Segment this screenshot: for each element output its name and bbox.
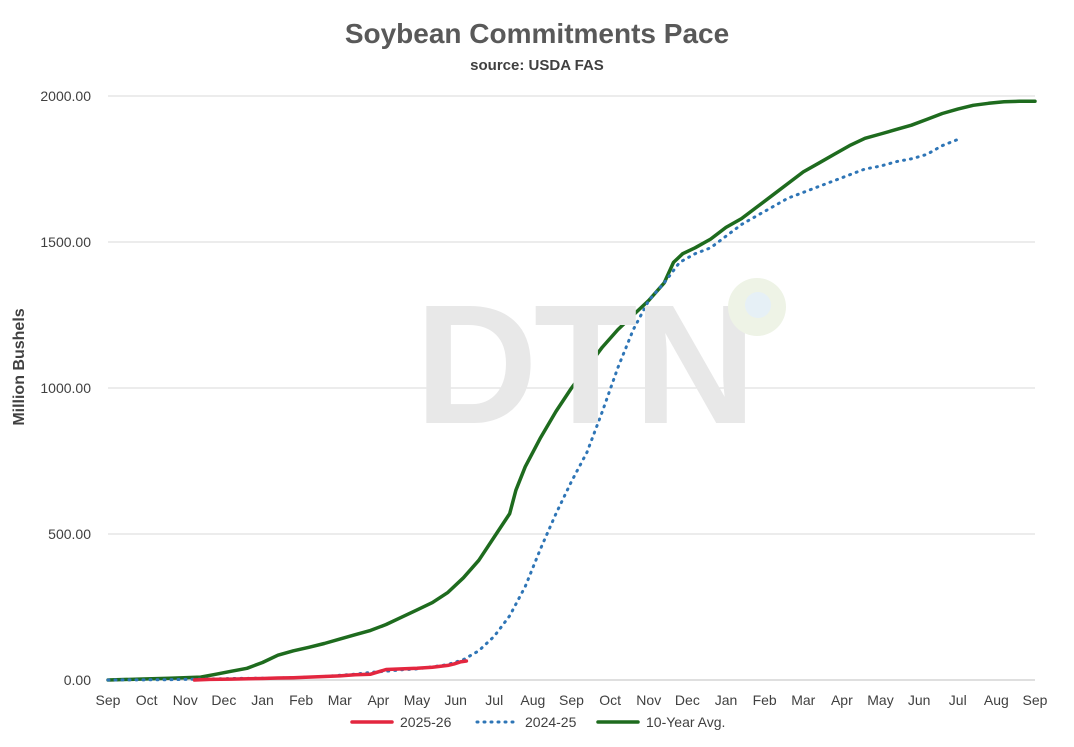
x-tick-label: Nov bbox=[636, 692, 661, 708]
watermark-dot-inner-icon bbox=[745, 292, 771, 318]
x-tick-label: Apr bbox=[831, 692, 853, 708]
chart-title: Soybean Commitments Pace bbox=[344, 18, 730, 49]
x-tick-label: Jul bbox=[949, 692, 967, 708]
y-tick-label: 500.00 bbox=[48, 526, 91, 542]
chart-subtitle: source: USDA FAS bbox=[470, 57, 604, 74]
x-tick-label: Dec bbox=[675, 692, 700, 708]
x-tick-label: Feb bbox=[289, 692, 313, 708]
series-line-2025-26 bbox=[192, 659, 469, 682]
x-tick-label: Feb bbox=[753, 692, 777, 708]
x-tick-label: Aug bbox=[520, 692, 545, 708]
x-tick-label: Apr bbox=[367, 692, 389, 708]
y-tick-label: 1500.00 bbox=[40, 234, 91, 250]
x-tick-label: Dec bbox=[211, 692, 236, 708]
y-tick-label: 2000.00 bbox=[40, 88, 91, 104]
x-tick-label: Jan bbox=[715, 692, 738, 708]
legend-label: 2025-26 bbox=[400, 714, 452, 730]
x-tick-label: Jan bbox=[251, 692, 274, 708]
x-tick-label: Sep bbox=[1023, 692, 1048, 708]
legend-label: 10-Year Avg. bbox=[646, 714, 725, 730]
x-tick-label: Mar bbox=[328, 692, 352, 708]
x-tick-label: May bbox=[867, 692, 893, 708]
series-line-10-year-avg- bbox=[106, 99, 1037, 682]
x-tick-label: Sep bbox=[96, 692, 121, 708]
x-tick-label: Nov bbox=[173, 692, 198, 708]
x-tick-label: May bbox=[404, 692, 430, 708]
y-tick-label: 0.00 bbox=[64, 672, 91, 688]
x-tick-label: Jun bbox=[908, 692, 931, 708]
y-axis-label: Million Bushels bbox=[11, 308, 28, 426]
y-tick-label: 1000.00 bbox=[40, 380, 91, 396]
legend-label: 2024-25 bbox=[525, 714, 577, 730]
watermark-logo: DTN bbox=[415, 270, 756, 460]
x-tick-label: Sep bbox=[559, 692, 584, 708]
x-tick-label: Aug bbox=[984, 692, 1009, 708]
x-tick-label: Jul bbox=[485, 692, 503, 708]
x-tick-label: Oct bbox=[599, 692, 621, 708]
x-tick-label: Oct bbox=[136, 692, 158, 708]
x-tick-label: Mar bbox=[791, 692, 815, 708]
x-tick-label: Jun bbox=[444, 692, 467, 708]
